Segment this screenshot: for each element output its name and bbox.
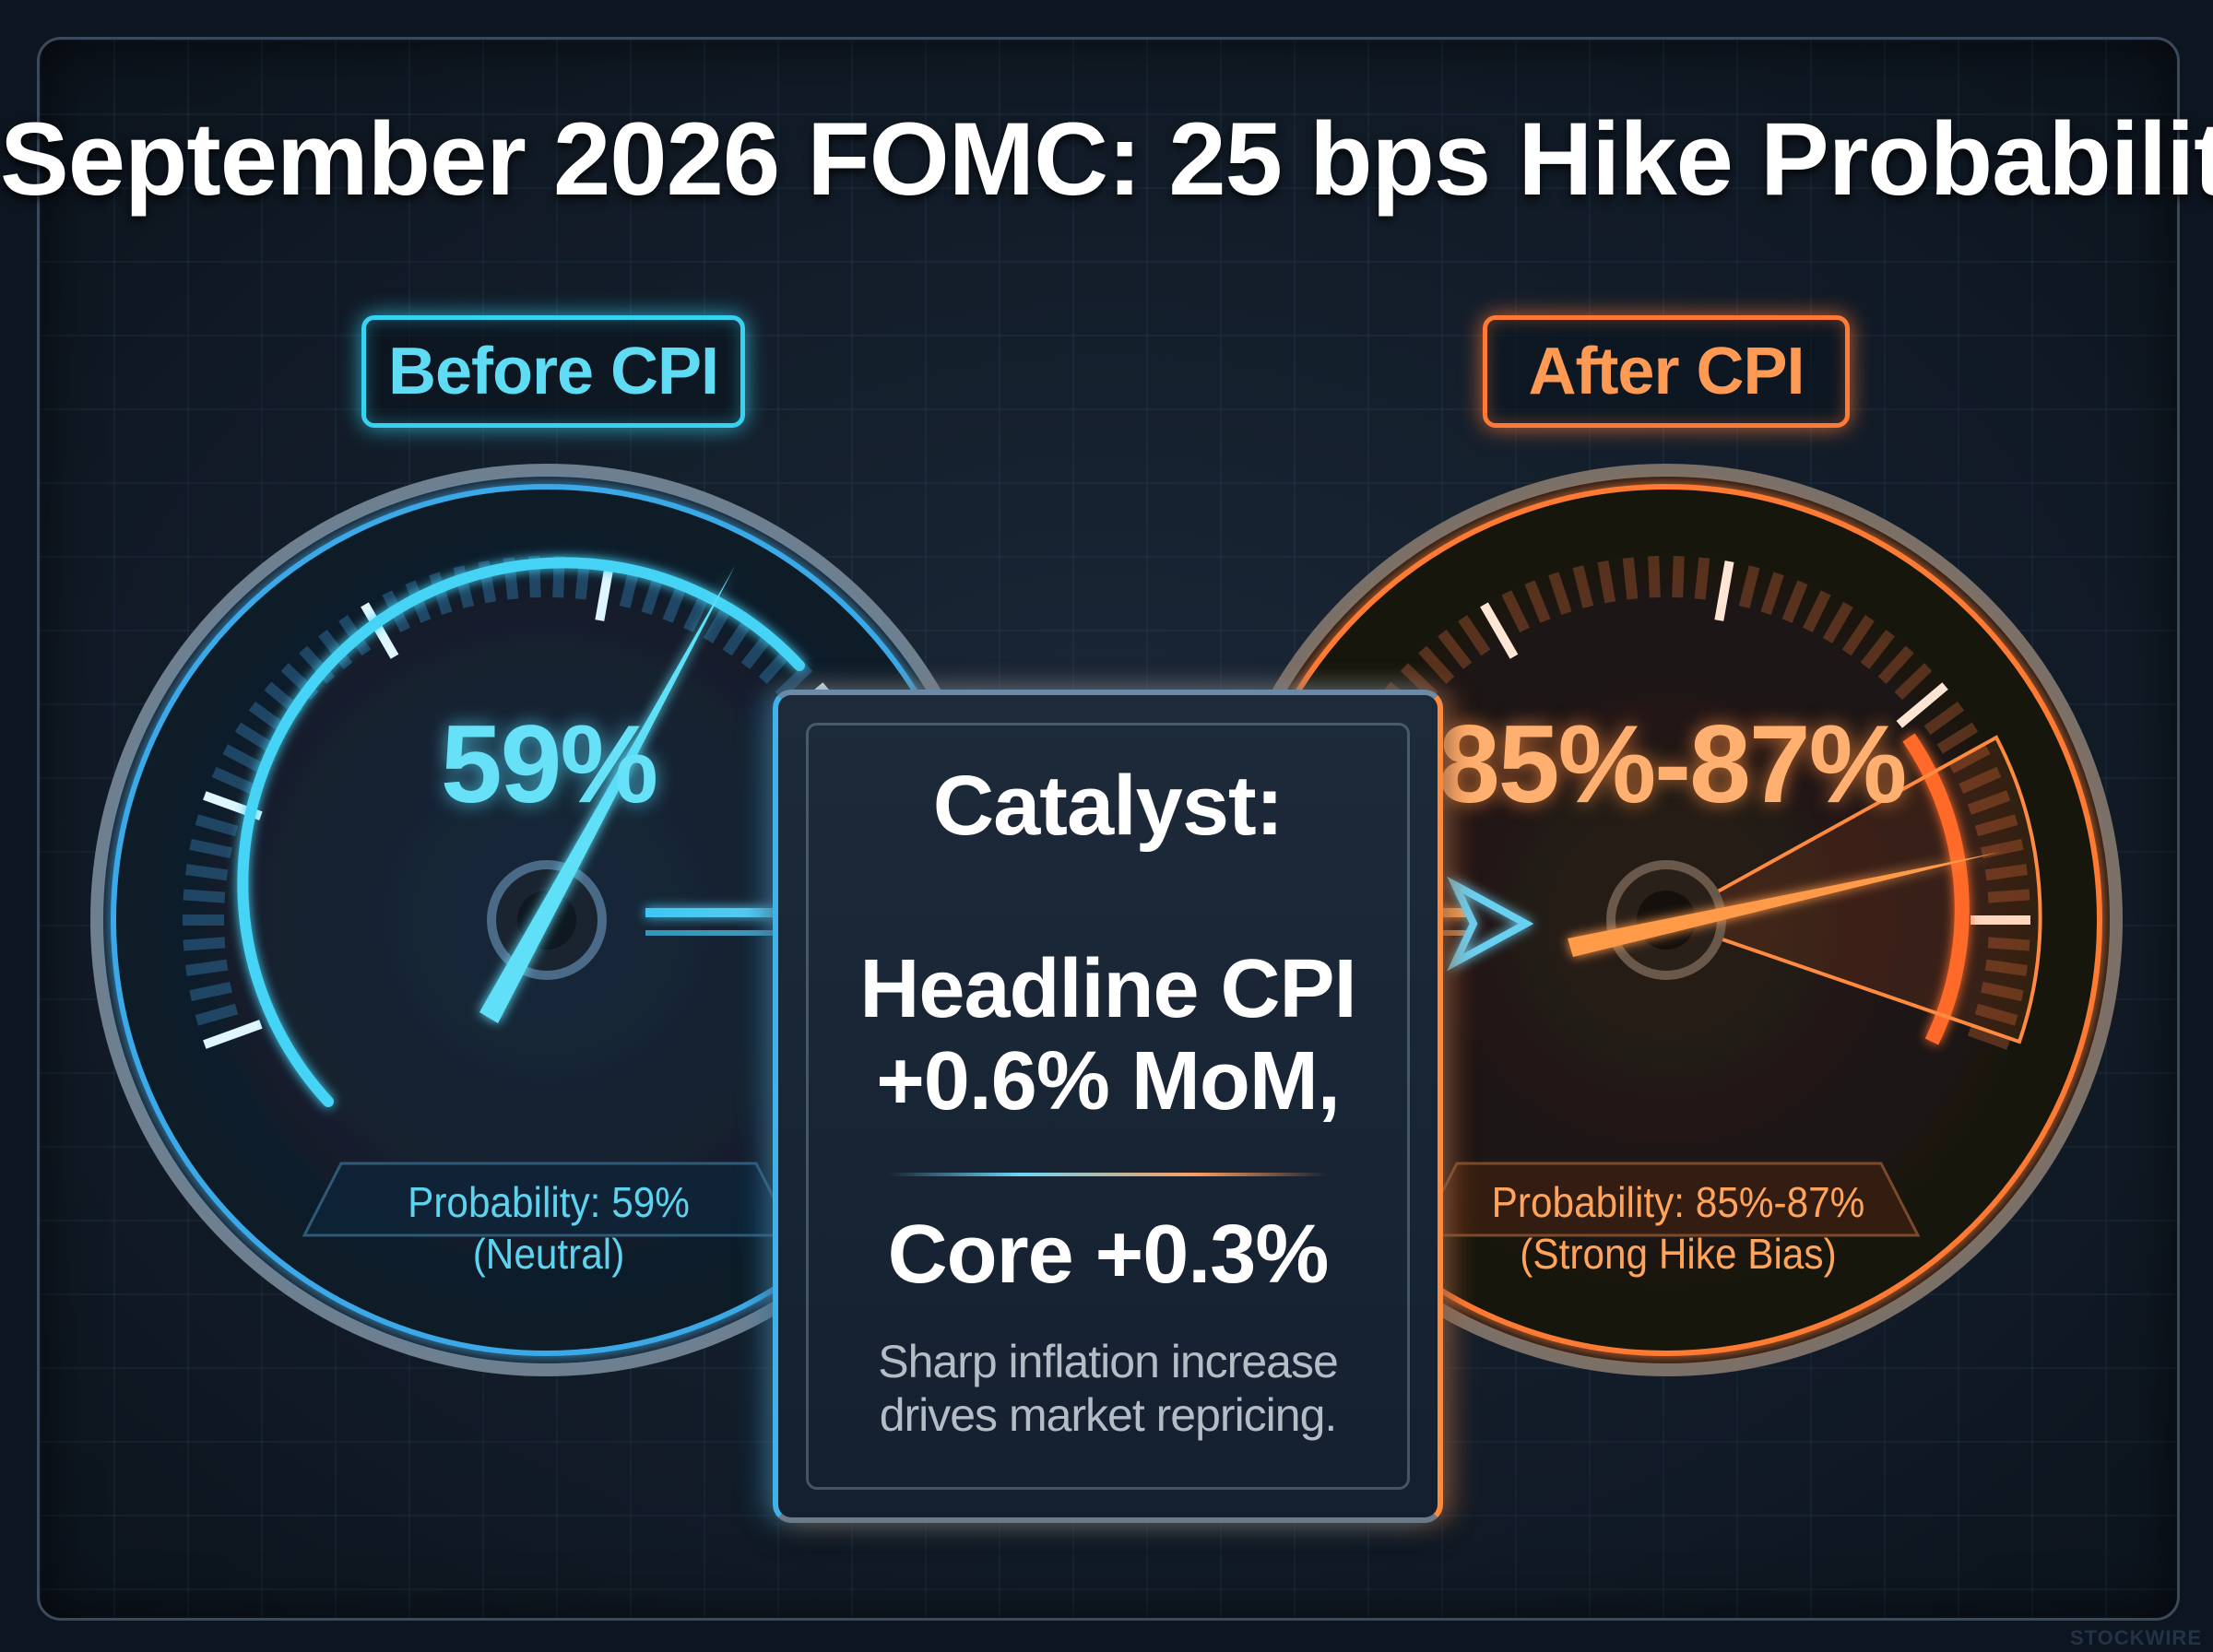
gauge-minor-tick xyxy=(211,766,254,795)
gauge-minor-tick xyxy=(453,565,475,608)
gauge-minor-tick xyxy=(1984,959,2028,976)
gauge-minor-tick xyxy=(1438,630,1473,669)
catalyst-heading: Catalyst: xyxy=(932,759,1284,853)
gauge-minor-tick xyxy=(1981,981,2024,1001)
gauge-minor-tick xyxy=(1597,560,1616,604)
gauge-minor-tick xyxy=(1648,556,1661,598)
gauge-minor-tick xyxy=(1936,722,1979,754)
gauge-minor-tick xyxy=(1974,1003,2018,1026)
gauge-minor-tick xyxy=(1967,790,2011,815)
catalyst-card-inner-frame xyxy=(806,723,1410,1490)
gauge-minor-tick xyxy=(1948,744,1991,773)
gauge-minor-tick xyxy=(195,1003,239,1026)
after-probability-caption: Probability: 85%-87% (Strong Hike Bias) xyxy=(1466,1176,1890,1280)
core-cpi-line: Core +0.3% xyxy=(887,1209,1330,1301)
catalyst-card: Catalyst: Headline CPI +0.6% MoM, Core +… xyxy=(773,690,1443,1523)
after-cpi-label: After CPI xyxy=(1483,315,1850,428)
gauge-minor-tick xyxy=(1822,601,1853,643)
gauge-minor-tick xyxy=(1622,557,1639,600)
gauge-minor-tick xyxy=(1672,556,1685,598)
gauge-minor-tick xyxy=(1803,590,1831,633)
before-probability-line: Probability: 59% xyxy=(408,1178,690,1226)
catalyst-description-line2: drives market repricing. xyxy=(879,1389,1338,1441)
gauge-minor-tick xyxy=(1841,615,1875,656)
gauge-minor-tick xyxy=(1967,1025,2011,1050)
gauge-minor-tick xyxy=(1760,572,1784,615)
gauge-minor-tick xyxy=(189,839,232,859)
gauge-minor-tick xyxy=(185,959,229,976)
gauge-minor-tick xyxy=(1501,590,1530,633)
gauge-minor-tick xyxy=(1877,645,1914,684)
gauge-minor-tick xyxy=(1987,889,2030,903)
gauge-minor-tick xyxy=(1781,580,1808,623)
before-cpi-label: Before CPI xyxy=(361,315,745,428)
gauge-minor-tick xyxy=(1981,839,2024,859)
gauge-minor-tick xyxy=(1548,572,1572,615)
gauge-minor-tick xyxy=(1694,557,1710,600)
gauge-major-tick xyxy=(203,1020,263,1049)
gauge-minor-tick xyxy=(1959,766,2002,795)
gauge-minor-tick xyxy=(1418,645,1455,684)
gauge-minor-tick xyxy=(1860,630,1895,669)
page-title: September 2026 FOMC: 25 bps Hike Probabi… xyxy=(0,101,2213,217)
gauge-minor-tick xyxy=(234,722,277,754)
gauge-minor-tick xyxy=(1923,701,1965,736)
gauge-minor-tick xyxy=(1738,565,1760,608)
gauge-minor-tick xyxy=(1894,663,1933,701)
gauge-major-tick xyxy=(1896,682,1948,728)
gauge-minor-tick xyxy=(318,630,353,669)
after-probability-value: 85%-87% xyxy=(1438,702,1907,826)
headline-cpi-value: +0.6% MoM, xyxy=(876,1035,1341,1127)
before-bias-line: (Neutral) xyxy=(472,1230,625,1278)
after-probability-line: Probability: 85%-87% xyxy=(1491,1178,1865,1226)
before-probability-caption: Probability: 59% (Neutral) xyxy=(366,1176,731,1280)
gauge-minor-tick xyxy=(1458,615,1491,656)
gauge-minor-tick xyxy=(1572,565,1594,608)
watermark-logo: STOCKWIRE xyxy=(2069,1626,2202,1649)
gauge-major-tick xyxy=(1480,602,1519,659)
gauge-minor-tick xyxy=(429,572,453,615)
catalyst-description-line1: Sharp inflation increase xyxy=(878,1336,1339,1387)
gauge-minor-tick xyxy=(189,981,232,1001)
gauge-minor-tick xyxy=(195,814,239,837)
headline-cpi-line: Headline CPI xyxy=(859,943,1356,1035)
gauge-minor-tick xyxy=(183,889,226,903)
gauge-minor-tick xyxy=(222,744,265,773)
gauge-minor-tick xyxy=(1987,937,2030,951)
gauge-major-tick xyxy=(1714,560,1734,621)
catalyst-divider xyxy=(889,1173,1327,1176)
gauge-after xyxy=(1210,464,2123,1376)
gauge-minor-tick xyxy=(1524,580,1551,623)
before-probability-value: 59% xyxy=(440,702,658,826)
gauge-minor-tick xyxy=(1984,864,2028,881)
gauge-minor-tick xyxy=(183,937,226,951)
gauge-minor-tick xyxy=(185,864,229,881)
gauge-minor-tick xyxy=(1974,814,2018,837)
after-bias-line: (Strong Hike Bias) xyxy=(1520,1230,1837,1278)
gauge-major-tick xyxy=(361,602,399,659)
